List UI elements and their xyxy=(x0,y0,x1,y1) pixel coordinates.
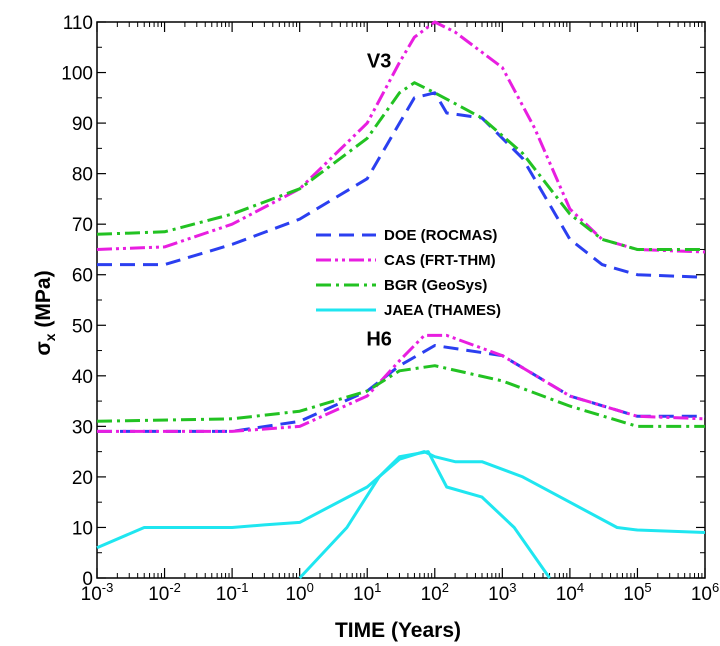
x-tick-label: 10-1 xyxy=(216,580,249,605)
x-tick-label: 102 xyxy=(421,580,449,605)
legend-label-doe: DOE (ROCMAS) xyxy=(384,227,497,244)
y-tick-label: 0 xyxy=(82,569,93,590)
x-tick-label: 10-3 xyxy=(81,580,114,605)
y-tick-label: 70 xyxy=(72,215,93,236)
axes: 0 10 20 30 40 50 60 70 80 90 100 110 10-3 10-2 10-1 100… xyxy=(61,13,719,605)
y-tick-label: 40 xyxy=(72,367,93,388)
series-line-cas-2 xyxy=(97,333,706,433)
y-axis-unit: (MPa) xyxy=(32,270,55,333)
y-tick-label: 110 xyxy=(63,13,93,34)
legend-label-cas: CAS (FRT-THM) xyxy=(384,252,496,269)
y-tick-label: 20 xyxy=(72,468,93,489)
y-tick-label: 50 xyxy=(72,316,93,337)
annotation-h6: H6 xyxy=(366,328,392,350)
y-tick-label: 100 xyxy=(61,64,93,85)
x-axis-title: TIME (Years) xyxy=(335,619,461,642)
y-tick-label: 10 xyxy=(72,518,93,539)
x-tick-label: 104 xyxy=(556,580,584,605)
annotations: V3 H6 xyxy=(366,50,392,350)
x-tick-label: 100 xyxy=(285,580,313,605)
y-tick-label: 80 xyxy=(72,165,93,186)
legend-label-jaea: JAEA (THAMES) xyxy=(384,302,501,319)
y-tick-label: 30 xyxy=(72,417,93,438)
plot-frame xyxy=(96,21,706,579)
legend-label-bgr: BGR (GeoSys) xyxy=(384,277,487,294)
series-line-bgr-1 xyxy=(96,81,705,251)
series-line-jaea-2 xyxy=(298,450,551,580)
y-axis-symbol: σ xyxy=(32,341,55,355)
series-lines xyxy=(96,20,706,580)
y-axis-subscript: x xyxy=(42,333,58,341)
y-tick-label: 60 xyxy=(72,266,93,287)
series-line-cas-1 xyxy=(96,20,706,254)
series-line-doe-1 xyxy=(97,91,706,279)
series-line-bgr-2 xyxy=(96,364,705,428)
x-tick-label: 106 xyxy=(691,580,719,605)
y-tick-label: 90 xyxy=(72,114,93,135)
annotation-v3: V3 xyxy=(367,50,391,72)
series-line-jaea-1 xyxy=(96,450,706,550)
x-tick-label: 105 xyxy=(623,580,651,605)
x-tick-label: 103 xyxy=(488,580,516,605)
x-tick-label: 10-2 xyxy=(148,580,181,605)
y-axis-title: σx (MPa) xyxy=(32,270,58,355)
x-tick-label: 101 xyxy=(353,580,381,605)
legend: DOE (ROCMAS) CAS (FRT-THM) BGR (GeoSys) JAE… xyxy=(316,227,501,319)
